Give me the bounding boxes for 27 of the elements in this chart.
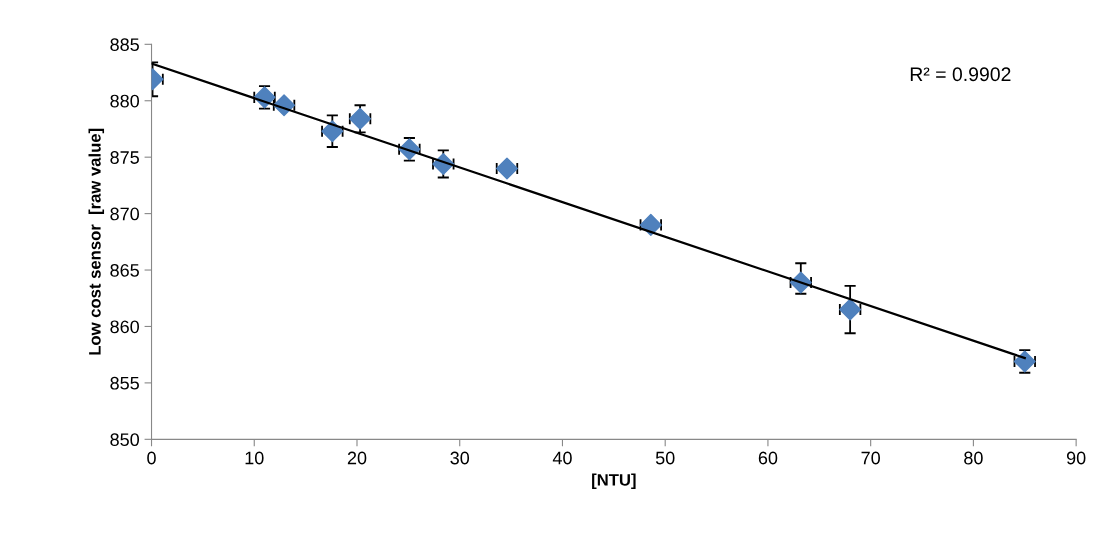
point: [321, 120, 344, 143]
point: [639, 213, 662, 236]
x-tick-label: 50: [655, 451, 675, 465]
x-tick-label: 30: [450, 451, 470, 465]
x-tick-label: 20: [347, 451, 367, 465]
y-tick-label: 860: [110, 320, 140, 334]
y-axis-title: Low cost sensor [raw value]: [88, 128, 105, 355]
y-tick-label: 855: [110, 376, 139, 390]
y-tick-label: 880: [110, 94, 140, 108]
annotation: R² = 0.9902: [910, 67, 1011, 82]
y-tick-label: 885: [110, 38, 139, 52]
x-tick-label: 90: [1066, 451, 1086, 465]
x-tick-label: 10: [245, 451, 264, 465]
point: [495, 157, 518, 180]
y-tick-label: 850: [110, 433, 140, 447]
point: [1013, 350, 1036, 373]
x-tick-label: 80: [964, 451, 983, 465]
y-tick-label: 875: [110, 151, 139, 164]
x-tick-label: 0: [147, 451, 156, 465]
y-tick-label: 865: [110, 263, 139, 277]
point: [839, 298, 862, 321]
point: [349, 107, 372, 130]
y-tick-label: 870: [110, 207, 140, 221]
x-axis-title: [NTU]: [592, 473, 636, 490]
x-tick-label: 60: [758, 451, 778, 465]
x-tick-label: 70: [861, 451, 880, 465]
x-tick-label: 40: [552, 451, 572, 465]
